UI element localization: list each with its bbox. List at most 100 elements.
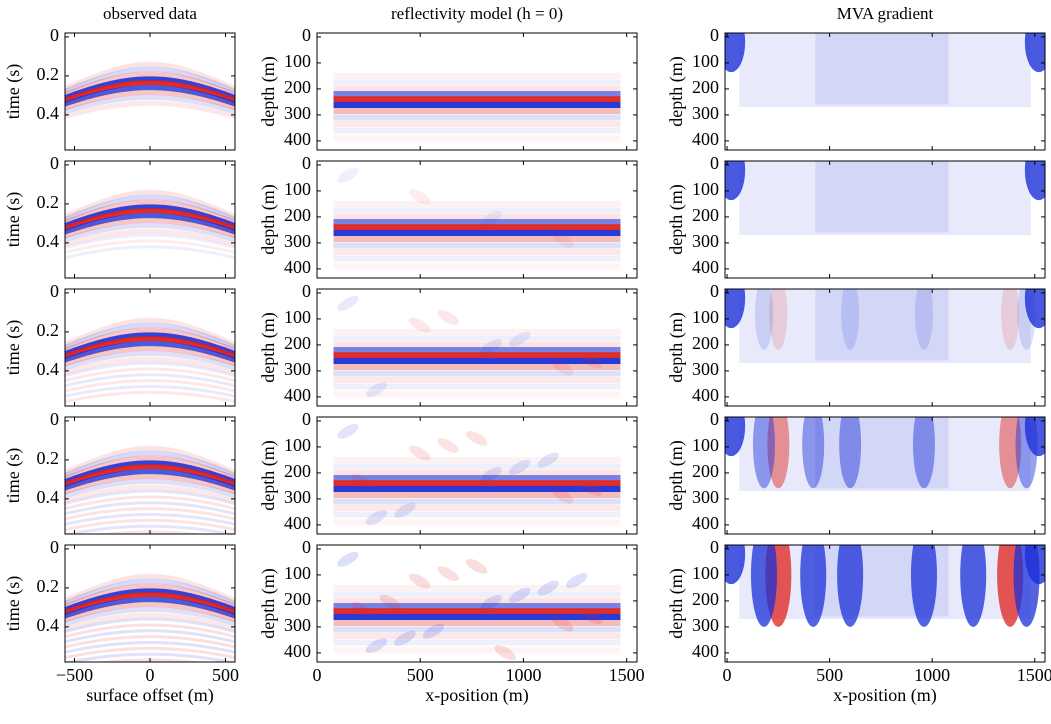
image-texture — [509, 331, 531, 347]
image-texture — [1024, 417, 1045, 457]
y-tick-label: 400 — [284, 129, 311, 149]
panel-title: observed data — [103, 4, 197, 23]
image-texture — [333, 498, 621, 505]
y-tick-label: 400 — [692, 385, 719, 405]
image-texture — [65, 345, 235, 367]
y-tick-label: 100 — [692, 307, 719, 327]
image-texture — [754, 289, 773, 350]
image-texture — [65, 473, 235, 495]
image-texture — [65, 592, 235, 616]
image-texture — [422, 623, 445, 639]
image-texture — [65, 228, 235, 248]
image-texture — [480, 339, 502, 354]
image-texture — [333, 79, 621, 86]
image-texture — [333, 584, 621, 591]
plot-frame — [724, 544, 1046, 663]
image-texture — [739, 161, 1031, 236]
image-texture — [1024, 289, 1045, 329]
image-texture — [65, 646, 235, 660]
image-texture — [333, 505, 621, 511]
image-texture — [1024, 161, 1045, 201]
y-tick-label: 200 — [284, 461, 311, 481]
image-texture — [65, 606, 235, 627]
image-texture — [333, 377, 621, 383]
image-texture — [65, 66, 235, 95]
image-texture — [65, 341, 235, 363]
image-texture — [333, 492, 621, 498]
image-texture — [752, 417, 775, 489]
image-texture — [65, 489, 235, 506]
image-texture — [725, 33, 746, 73]
image-texture — [408, 317, 431, 333]
y-tick-label: 0.4 — [37, 103, 60, 123]
x-tick-label: 1500 — [609, 665, 645, 685]
image-texture — [65, 445, 235, 476]
image-texture — [333, 242, 621, 249]
y-axis-label: depth (m) — [258, 184, 279, 254]
image-texture — [65, 208, 235, 232]
image-texture — [437, 566, 459, 581]
image-texture — [333, 121, 621, 127]
y-tick-label: 400 — [284, 385, 311, 405]
y-tick-label: 0 — [302, 281, 311, 301]
y-tick-label: 400 — [692, 129, 719, 149]
image-texture — [333, 200, 621, 207]
image-texture — [1001, 289, 1020, 350]
image-texture — [333, 391, 621, 398]
image-texture — [960, 545, 987, 627]
image-texture — [337, 167, 359, 183]
image-texture — [333, 633, 621, 639]
image-texture — [509, 587, 531, 603]
image-texture — [65, 217, 235, 239]
image-texture — [65, 204, 235, 229]
image-texture — [65, 94, 235, 115]
image-texture — [333, 352, 621, 359]
image-texture — [437, 438, 459, 453]
image-texture — [65, 640, 235, 654]
image-texture — [333, 614, 621, 621]
image-texture — [333, 213, 621, 220]
image-texture — [494, 645, 516, 661]
y-tick-label: 300 — [284, 615, 311, 635]
image-texture — [333, 255, 621, 262]
image-texture — [65, 379, 235, 393]
image-texture — [65, 518, 235, 532]
image-texture — [333, 236, 621, 242]
y-tick-label: 0.4 — [37, 359, 60, 379]
y-tick-label: 0.2 — [37, 64, 60, 84]
image-texture — [65, 635, 235, 649]
image-texture — [552, 360, 574, 376]
image-texture — [65, 617, 235, 634]
heatmap-image — [725, 33, 1045, 108]
image-texture — [394, 502, 416, 518]
y-tick-label: 300 — [692, 359, 719, 379]
y-tick-label: 0 — [50, 409, 59, 429]
y-tick-label: 0.2 — [37, 448, 60, 468]
y-tick-label: 0 — [710, 153, 719, 173]
image-texture — [333, 114, 621, 121]
image-texture — [725, 545, 746, 585]
image-texture — [333, 341, 621, 348]
image-texture — [739, 33, 1031, 108]
x-tick-label: 500 — [212, 665, 239, 685]
x-tick-label: −500 — [56, 665, 93, 685]
image-texture — [65, 507, 235, 521]
x-tick-label: 0 — [723, 665, 732, 685]
image-texture — [65, 76, 235, 101]
image-texture — [333, 263, 621, 270]
image-texture — [333, 335, 621, 342]
plot-frame — [316, 32, 638, 151]
image-texture — [65, 89, 235, 111]
image-texture — [480, 211, 502, 226]
image-texture — [815, 33, 949, 105]
image-texture — [999, 417, 1022, 489]
y-tick-label: 0 — [50, 153, 59, 173]
image-texture — [351, 474, 373, 489]
image-texture — [333, 102, 621, 109]
image-texture — [65, 356, 235, 376]
plot-frame — [316, 288, 638, 407]
y-axis-label: depth (m) — [258, 312, 279, 382]
plot-frame — [316, 416, 638, 535]
image-texture — [65, 524, 235, 534]
